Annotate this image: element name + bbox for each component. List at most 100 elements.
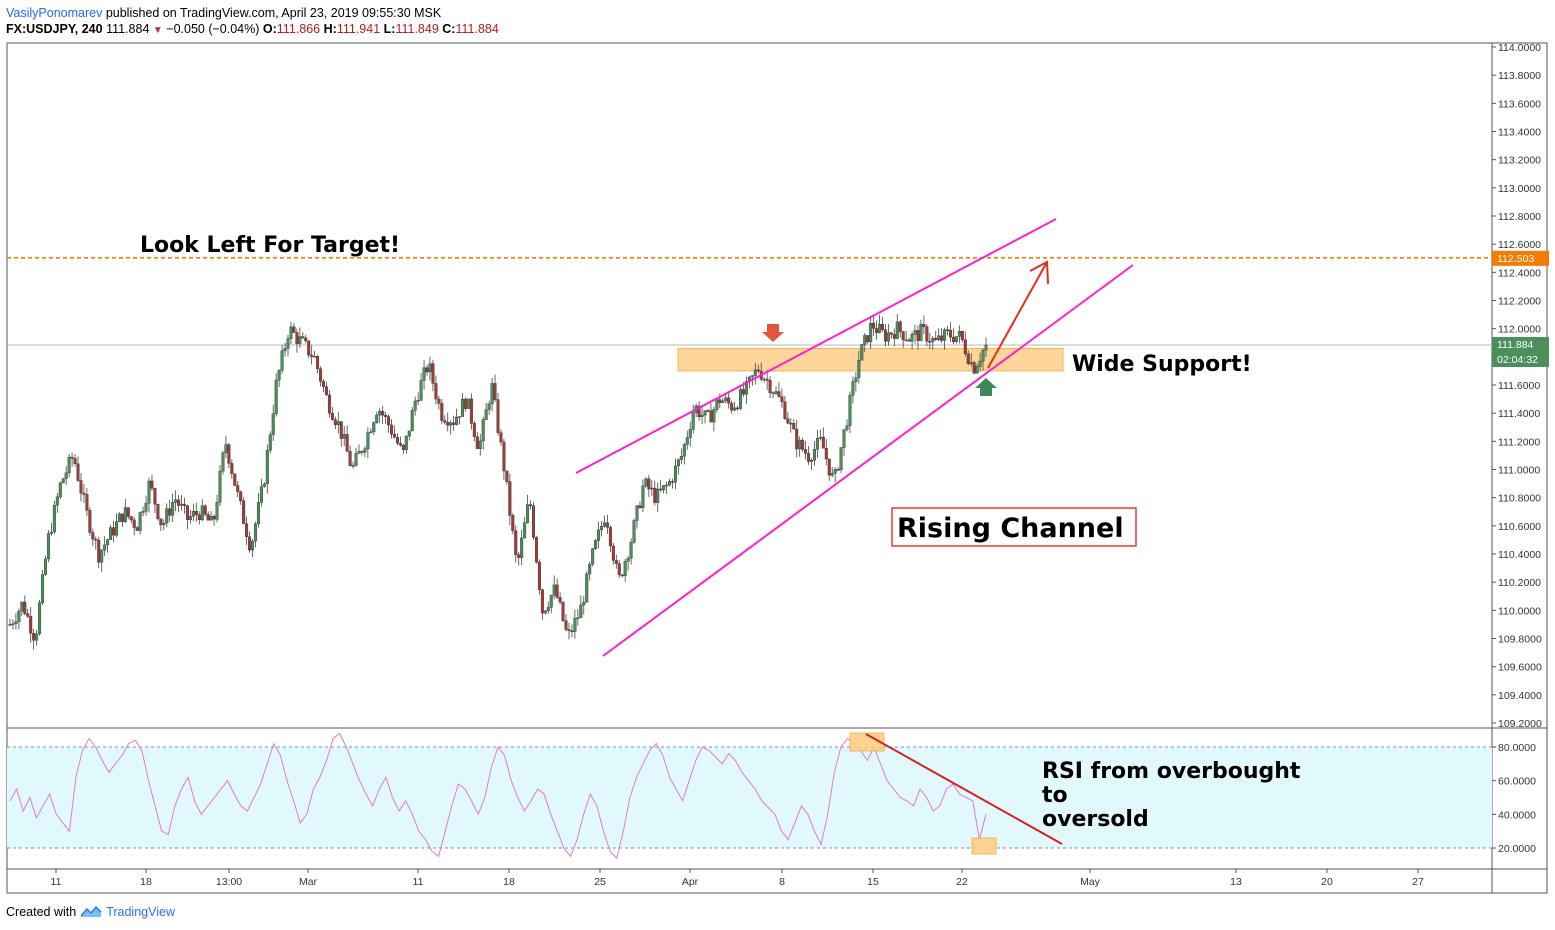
candle-body	[159, 518, 163, 526]
rsi-oversold-marker[interactable]	[971, 837, 997, 855]
candle-body	[345, 434, 349, 452]
time-tick-label: 11	[51, 876, 62, 888]
candle-body	[375, 414, 379, 423]
candle-body	[339, 421, 343, 439]
candle-body	[697, 405, 701, 418]
target-price-tag: 112.503	[1492, 250, 1549, 266]
candle-body	[771, 392, 775, 394]
candle-body	[910, 334, 914, 342]
candle-body	[144, 502, 148, 512]
candle-body	[739, 389, 743, 409]
candle-body	[138, 512, 142, 531]
candle-body	[259, 486, 263, 503]
candle-body	[449, 422, 453, 426]
down-arrow-icon[interactable]	[762, 324, 784, 342]
price-tick-label: 109.6000	[1498, 662, 1542, 674]
candle-body	[869, 322, 873, 343]
candle-body	[807, 453, 811, 462]
candle-body	[440, 403, 444, 421]
time-tick-label: May	[1080, 876, 1101, 888]
channel-upper-line[interactable]	[575, 218, 1057, 474]
candle-body	[511, 515, 515, 532]
candle-body	[38, 602, 42, 635]
candle-body	[863, 335, 867, 345]
candle-body	[180, 503, 184, 506]
rsi-axis[interactable]: 80.0000 60.0000 40.0000 20.0000	[1492, 742, 1536, 855]
candle-body	[41, 574, 45, 603]
candle-body	[463, 398, 467, 409]
up-arrow-icon[interactable]	[975, 378, 997, 396]
candle-body	[576, 617, 580, 619]
candle-body	[61, 478, 65, 484]
candle-body	[313, 356, 317, 358]
candle-body	[499, 432, 503, 443]
symbol-label[interactable]: FX:USDJPY, 240	[6, 22, 103, 36]
candle-body	[632, 520, 636, 543]
price-tick-label: 113.0000	[1498, 183, 1541, 195]
candle-body	[963, 339, 967, 355]
projection-arrow-head-icon	[1029, 260, 1049, 285]
candle-body	[611, 545, 615, 561]
candle-body	[97, 539, 101, 563]
candle-body	[937, 335, 941, 340]
candle-body	[682, 444, 686, 457]
candle-body	[200, 505, 204, 520]
candle-body	[289, 326, 293, 339]
tradingview-brand-link[interactable]: TradingView	[106, 905, 175, 919]
candle-body	[673, 465, 677, 483]
candle-body	[721, 400, 725, 403]
candle-body	[455, 416, 459, 425]
price-tick-label: 110.0000	[1498, 605, 1541, 617]
candle-body	[957, 331, 961, 337]
candle-body	[416, 400, 420, 402]
candle-body	[552, 584, 556, 596]
candle-body	[798, 439, 802, 450]
candle-body	[768, 380, 772, 393]
candle-body	[458, 416, 462, 418]
change-text: −0.050 (−0.04%)	[166, 22, 260, 36]
candle-body	[549, 595, 553, 608]
candle-body	[82, 492, 86, 495]
candle-body	[543, 610, 547, 614]
candle-body	[561, 601, 565, 621]
candle-body	[827, 458, 831, 476]
projection-arrow-line[interactable]	[987, 261, 1048, 369]
candle-body	[626, 557, 630, 562]
candle-body	[904, 339, 908, 342]
candle-body	[821, 436, 825, 449]
candle-body	[203, 505, 207, 515]
close-value: 111.884	[455, 22, 499, 36]
author-link[interactable]: VasilyPonomarev	[6, 6, 103, 20]
channel-lower-line[interactable]	[602, 264, 1134, 657]
candle-body	[230, 463, 234, 474]
candle-body	[925, 326, 929, 342]
rsi-trend-line[interactable]	[865, 733, 1063, 845]
candle-body	[422, 367, 426, 381]
candle-body	[792, 423, 796, 430]
price-tick-label: 111.6000	[1498, 380, 1540, 392]
candle-body	[620, 574, 624, 577]
candle-body	[786, 418, 790, 424]
candle-body	[886, 332, 890, 342]
open-label: O:	[262, 22, 277, 36]
candle-body	[310, 354, 314, 357]
candle-body	[251, 540, 255, 551]
candle-body	[109, 527, 113, 540]
candle-body	[880, 323, 884, 330]
ohlc-line: FX:USDJPY, 240 111.884 ▼ −0.050 (−0.04%)…	[6, 21, 499, 39]
candle-body	[801, 439, 805, 450]
price-tick-label: 110.8000	[1498, 493, 1541, 505]
candle-body	[709, 410, 713, 423]
published-text: published on TradingView.com, April 23, …	[105, 6, 442, 20]
candle-body	[327, 394, 331, 414]
candle-body	[242, 500, 246, 524]
time-axis[interactable]: 11 18 13:00 Mar 11 18 25 Apr 8 15 22 May 13 20 27	[51, 869, 1424, 888]
candle-body	[330, 412, 334, 420]
price-axis[interactable]: 114.0000 113.8000 113.6000 113.4000 113.2000…	[1492, 42, 1542, 730]
candle-body	[558, 597, 562, 603]
time-tick-label: 8	[779, 876, 785, 888]
candle-body	[378, 410, 382, 416]
candle-body	[934, 338, 938, 340]
rsi-overbought-marker[interactable]	[849, 732, 885, 752]
